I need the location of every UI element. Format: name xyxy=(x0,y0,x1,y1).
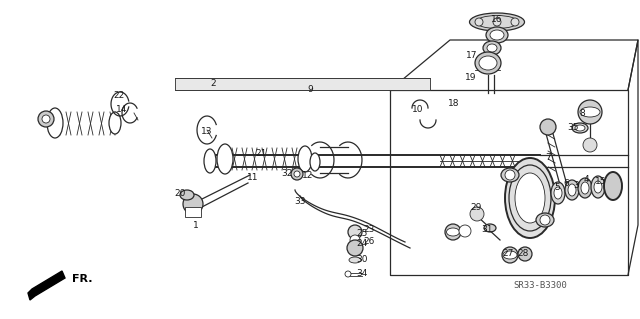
Text: 2: 2 xyxy=(210,78,216,87)
Ellipse shape xyxy=(486,27,508,43)
Text: 4: 4 xyxy=(583,174,589,183)
Ellipse shape xyxy=(487,44,497,52)
Text: 13: 13 xyxy=(201,127,212,136)
Text: 35: 35 xyxy=(567,123,579,132)
Text: 34: 34 xyxy=(356,269,368,278)
Text: 5: 5 xyxy=(554,183,560,192)
Text: FR.: FR. xyxy=(72,274,93,284)
Text: 33: 33 xyxy=(294,197,306,205)
Text: 22: 22 xyxy=(113,92,125,100)
Circle shape xyxy=(348,225,362,239)
Text: 32: 32 xyxy=(282,169,292,179)
Circle shape xyxy=(583,138,597,152)
Circle shape xyxy=(350,235,360,245)
Ellipse shape xyxy=(580,107,600,117)
Ellipse shape xyxy=(505,158,555,238)
Text: SR33-B3300: SR33-B3300 xyxy=(513,280,567,290)
Text: 1: 1 xyxy=(193,220,199,229)
Text: 31: 31 xyxy=(481,225,493,234)
Text: 27: 27 xyxy=(502,249,514,258)
Text: 17: 17 xyxy=(467,51,477,61)
Ellipse shape xyxy=(484,224,496,232)
Text: 20: 20 xyxy=(174,189,186,197)
Bar xyxy=(175,78,430,90)
Text: 23: 23 xyxy=(364,225,374,234)
Ellipse shape xyxy=(572,123,588,133)
Circle shape xyxy=(578,100,602,124)
Circle shape xyxy=(459,225,471,237)
Circle shape xyxy=(445,224,461,240)
Text: 28: 28 xyxy=(517,249,529,257)
Ellipse shape xyxy=(604,172,622,200)
Ellipse shape xyxy=(180,190,194,200)
Ellipse shape xyxy=(47,108,63,138)
Ellipse shape xyxy=(551,182,565,204)
Circle shape xyxy=(470,207,484,221)
Circle shape xyxy=(505,170,515,180)
Ellipse shape xyxy=(575,125,585,131)
Circle shape xyxy=(291,168,303,180)
Text: 11: 11 xyxy=(247,174,259,182)
Circle shape xyxy=(38,111,54,127)
Circle shape xyxy=(540,215,550,225)
Ellipse shape xyxy=(204,149,216,173)
Ellipse shape xyxy=(310,153,320,171)
Ellipse shape xyxy=(217,144,233,174)
Text: 3: 3 xyxy=(573,182,579,190)
Circle shape xyxy=(42,115,50,123)
Ellipse shape xyxy=(476,16,518,28)
Circle shape xyxy=(511,18,519,26)
Ellipse shape xyxy=(536,213,554,227)
Ellipse shape xyxy=(470,13,525,31)
Ellipse shape xyxy=(298,146,312,172)
Text: 24: 24 xyxy=(356,240,367,249)
Text: 9: 9 xyxy=(307,85,313,93)
Ellipse shape xyxy=(349,257,361,263)
Text: 19: 19 xyxy=(465,73,477,83)
Ellipse shape xyxy=(475,52,501,74)
Ellipse shape xyxy=(503,251,517,259)
Ellipse shape xyxy=(594,181,602,193)
Circle shape xyxy=(493,18,501,26)
Circle shape xyxy=(540,119,556,135)
Ellipse shape xyxy=(554,187,562,199)
Ellipse shape xyxy=(109,112,121,134)
Circle shape xyxy=(345,271,351,277)
Ellipse shape xyxy=(447,228,460,236)
Ellipse shape xyxy=(509,165,551,231)
Text: 21: 21 xyxy=(255,149,267,158)
Ellipse shape xyxy=(591,176,605,198)
Ellipse shape xyxy=(490,30,504,40)
Ellipse shape xyxy=(483,41,501,55)
Bar xyxy=(185,207,201,217)
Circle shape xyxy=(518,247,532,261)
Circle shape xyxy=(502,247,518,263)
Text: 10: 10 xyxy=(412,105,424,114)
Circle shape xyxy=(475,18,483,26)
Text: 6: 6 xyxy=(563,180,569,189)
Text: 26: 26 xyxy=(364,236,374,246)
Text: 25: 25 xyxy=(356,228,368,238)
Ellipse shape xyxy=(501,168,519,182)
Text: 18: 18 xyxy=(448,100,460,108)
Text: 12: 12 xyxy=(302,172,314,181)
Ellipse shape xyxy=(581,182,589,194)
Text: 29: 29 xyxy=(470,204,482,212)
Ellipse shape xyxy=(578,178,592,198)
Ellipse shape xyxy=(479,56,497,70)
Ellipse shape xyxy=(515,173,545,223)
Text: 15: 15 xyxy=(595,176,607,186)
Circle shape xyxy=(183,194,203,214)
Text: 30: 30 xyxy=(356,255,368,263)
Text: 8: 8 xyxy=(579,109,585,118)
Circle shape xyxy=(294,171,300,177)
Text: 14: 14 xyxy=(116,105,128,114)
Text: 16: 16 xyxy=(492,14,503,24)
Text: 7: 7 xyxy=(545,152,551,161)
Ellipse shape xyxy=(565,180,579,200)
Polygon shape xyxy=(28,271,65,300)
Circle shape xyxy=(347,240,363,256)
Ellipse shape xyxy=(568,184,576,196)
